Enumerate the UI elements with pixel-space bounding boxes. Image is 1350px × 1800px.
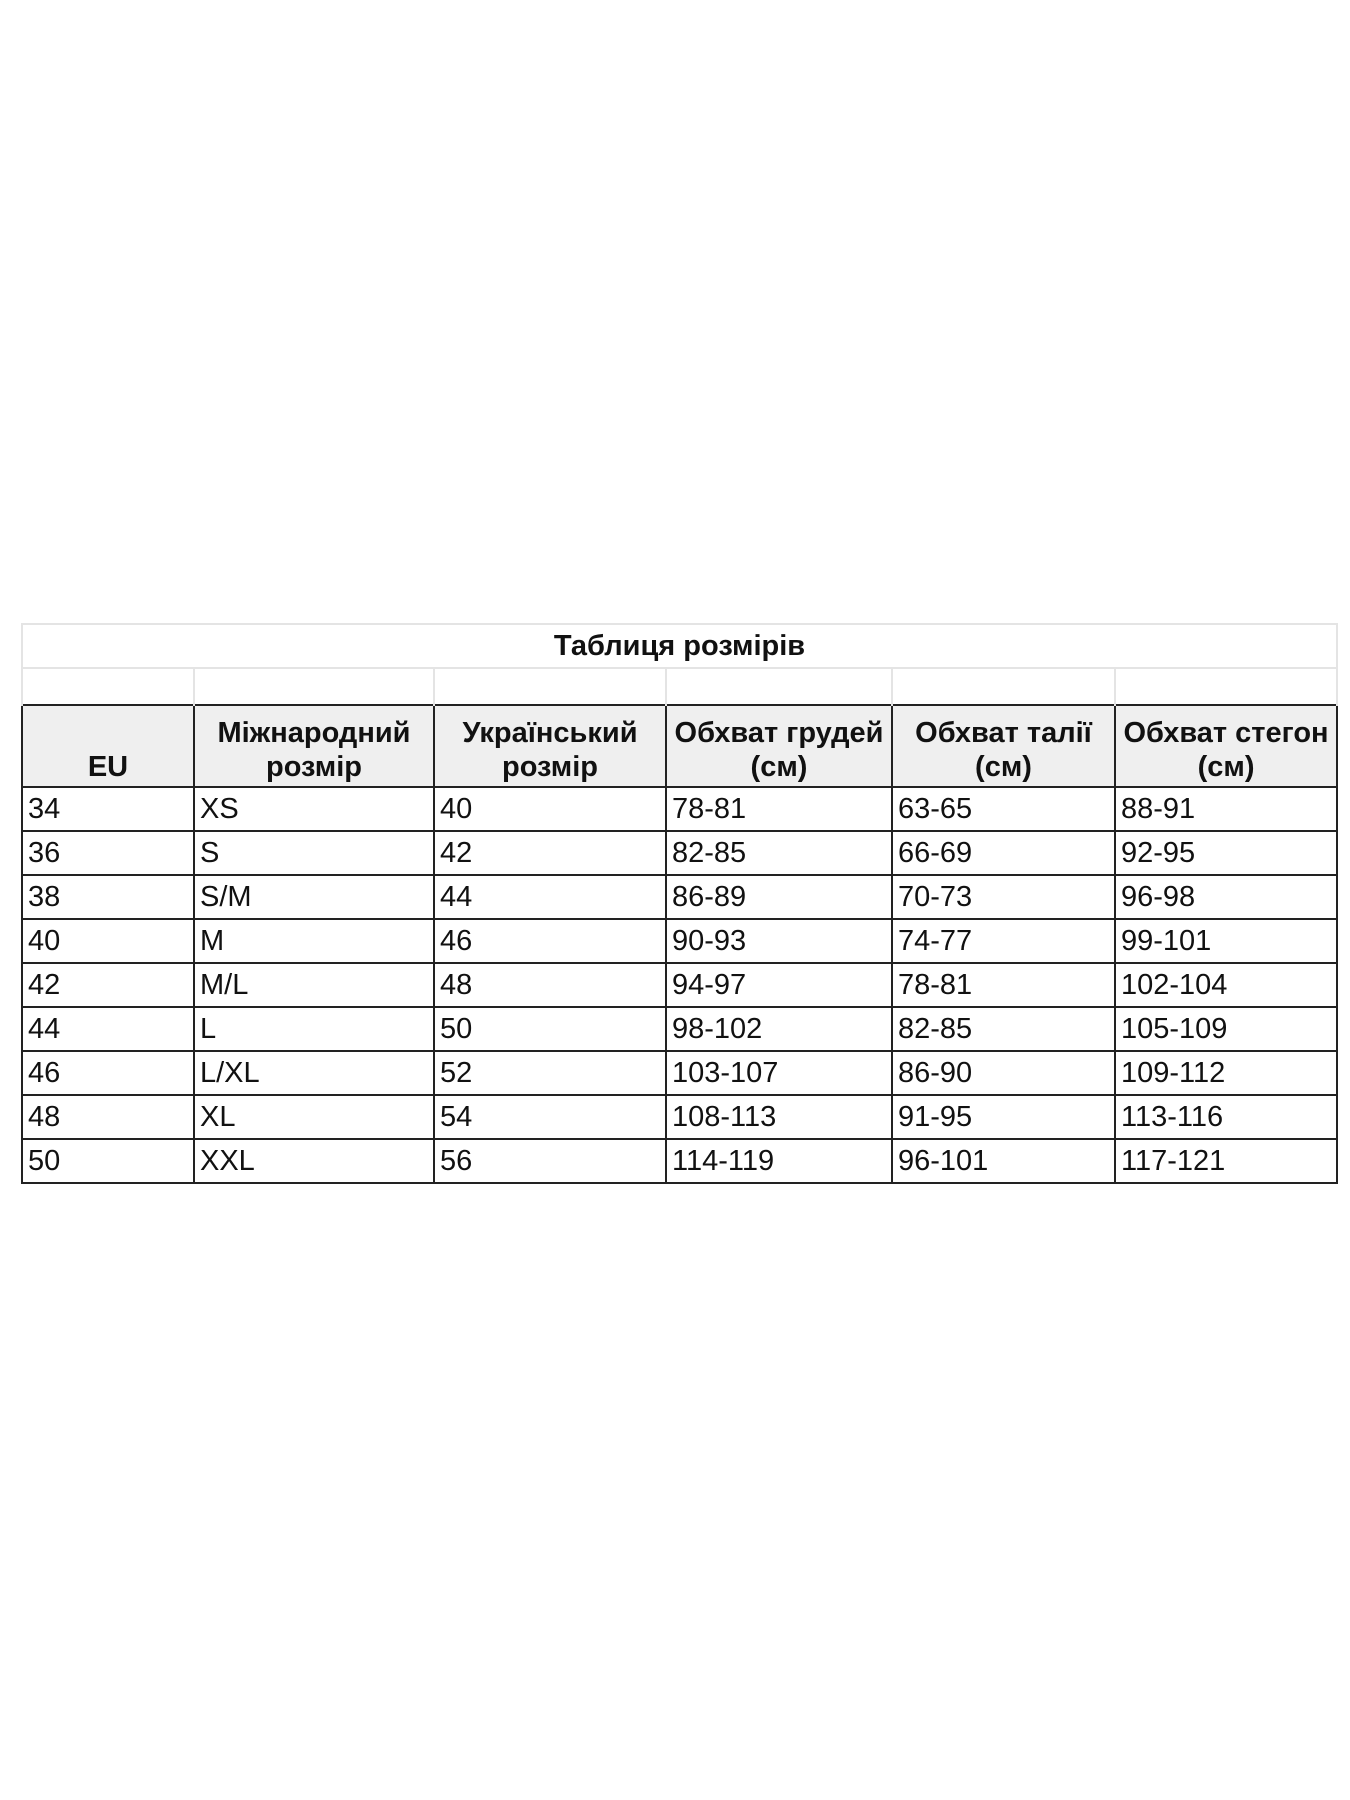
- table-cell: 46: [433, 918, 667, 964]
- table-cell: 50: [433, 1006, 667, 1052]
- table-row: 38 S/M 44 86-89 70-73 96-98: [21, 874, 1339, 920]
- table-cell: 82-85: [891, 1006, 1116, 1052]
- column-header: Обхват стегон (см): [1113, 704, 1339, 788]
- table-cell: L: [193, 1006, 435, 1052]
- table-row: 34 XS 40 78-81 63-65 88-91: [21, 786, 1339, 832]
- table-row: 50 XXL 56 114-119 96-101 117-121: [21, 1138, 1339, 1184]
- column-header: Міжнародний розмір: [193, 704, 435, 788]
- table-row: 46 L/XL 52 103-107 86-90 109-112: [21, 1050, 1339, 1096]
- table-cell: 86-89: [665, 874, 893, 920]
- table-cell: 78-81: [665, 786, 893, 832]
- table-cell: 91-95: [891, 1094, 1116, 1140]
- table-cell: 66-69: [891, 830, 1116, 876]
- table-cell: 117-121: [1113, 1138, 1339, 1184]
- table-cell: 34: [21, 786, 195, 832]
- column-header: Обхват грудей (см): [665, 704, 893, 788]
- table-cell: 44: [433, 874, 667, 920]
- table-cell: S/M: [193, 874, 435, 920]
- size-table: Таблиця розмірів EU Міжнародний розмір Укр…: [20, 623, 1339, 1184]
- table-cell: 78-81: [891, 962, 1116, 1008]
- table-cell: S: [193, 830, 435, 876]
- table-cell: 88-91: [1113, 786, 1339, 832]
- table-cell: 46: [21, 1050, 195, 1096]
- table-title: Таблиця розмірів: [20, 623, 1339, 669]
- table-cell: 99-101: [1113, 918, 1339, 964]
- table-row: 36 S 42 82-85 66-69 92-95: [21, 830, 1339, 876]
- table-cell: 63-65: [891, 786, 1116, 832]
- table-cell: 54: [433, 1094, 667, 1140]
- table-cell: 96-101: [891, 1138, 1116, 1184]
- table-cell: 96-98: [1113, 874, 1339, 920]
- table-cell: M: [193, 918, 435, 964]
- table-cell: 103-107: [665, 1050, 893, 1096]
- empty-cell: [1113, 667, 1339, 705]
- table-cell: 42: [433, 830, 667, 876]
- table-cell: 108-113: [665, 1094, 893, 1140]
- table-cell: 38: [21, 874, 195, 920]
- table-cell: 114-119: [665, 1138, 893, 1184]
- table-cell: XXL: [193, 1138, 435, 1184]
- table-cell: 102-104: [1113, 962, 1339, 1008]
- table-cell: XS: [193, 786, 435, 832]
- table-cell: 82-85: [665, 830, 893, 876]
- table-cell: 44: [21, 1006, 195, 1052]
- table-cell: 42: [21, 962, 195, 1008]
- table-cell: 48: [21, 1094, 195, 1140]
- column-header: Український розмір: [433, 704, 667, 788]
- table-row: 40 M 46 90-93 74-77 99-101: [21, 918, 1339, 964]
- table-cell: 40: [433, 786, 667, 832]
- table-cell: XL: [193, 1094, 435, 1140]
- table-cell: 113-116: [1113, 1094, 1339, 1140]
- column-header: EU: [21, 704, 195, 788]
- empty-cell: [21, 667, 195, 705]
- table-row: 48 XL 54 108-113 91-95 113-116: [21, 1094, 1339, 1140]
- table-cell: 70-73: [891, 874, 1116, 920]
- empty-cell: [665, 667, 893, 705]
- table-cell: 98-102: [665, 1006, 893, 1052]
- table-cell: 36: [21, 830, 195, 876]
- empty-cell: [433, 667, 667, 705]
- empty-cell: [193, 667, 435, 705]
- table-cell: 109-112: [1113, 1050, 1339, 1096]
- table-cell: 74-77: [891, 918, 1116, 964]
- table-cell: 50: [21, 1138, 195, 1184]
- table-cell: 86-90: [891, 1050, 1116, 1096]
- table-cell: L/XL: [193, 1050, 435, 1096]
- table-row: 42 M/L 48 94-97 78-81 102-104: [21, 962, 1339, 1008]
- table-cell: 52: [433, 1050, 667, 1096]
- table-cell: 90-93: [665, 918, 893, 964]
- table-cell: 105-109: [1113, 1006, 1339, 1052]
- table-cell: M/L: [193, 962, 435, 1008]
- table-cell: 94-97: [665, 962, 893, 1008]
- table-cell: 40: [21, 918, 195, 964]
- table-cell: 92-95: [1113, 830, 1339, 876]
- empty-cell: [891, 667, 1116, 705]
- table-row: 44 L 50 98-102 82-85 105-109: [21, 1006, 1339, 1052]
- column-header: Обхват талії (см): [891, 704, 1116, 788]
- table-cell: 56: [433, 1138, 667, 1184]
- size-chart: Таблиця розмірів EU Міжнародний розмір Укр…: [20, 623, 1339, 1184]
- table-cell: 48: [433, 962, 667, 1008]
- header-row: EU Міжнародний розмір Український розмір Об…: [21, 704, 1339, 788]
